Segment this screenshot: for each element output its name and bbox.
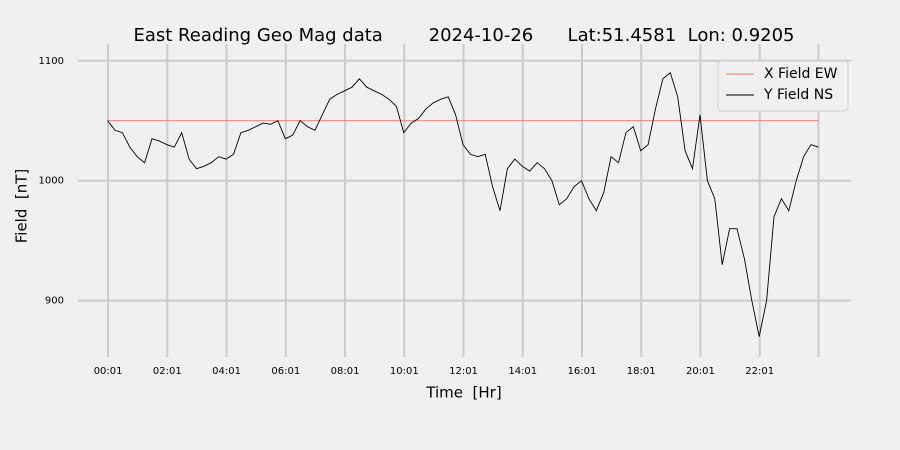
x-tick-label: 18:01 xyxy=(627,366,656,377)
chart-title: East Reading Geo Mag data 2024-10-26 Lat… xyxy=(133,25,794,46)
x-tick-label: 06:01 xyxy=(271,366,300,377)
y-tick-label: 900 xyxy=(45,296,64,307)
y-axis-label: Field [nT] xyxy=(13,169,31,244)
x-tick-label: 02:01 xyxy=(153,366,182,377)
x-tick-label: 22:01 xyxy=(745,366,774,377)
x-tick-label: 08:01 xyxy=(331,366,360,377)
legend-label: Y Field NS xyxy=(763,87,833,103)
x-tick-label: 12:01 xyxy=(449,366,478,377)
x-tick-label: 10:01 xyxy=(390,366,419,377)
x-tick-label: 16:01 xyxy=(568,366,597,377)
y-tick-label: 1100 xyxy=(39,56,64,67)
x-tick-label: 00:01 xyxy=(94,366,123,377)
y-tick-label: 1000 xyxy=(39,176,64,187)
legend: X Field EW Y Field NS xyxy=(717,60,849,112)
legend-label: X Field EW xyxy=(764,66,838,82)
x-tick-label: 20:01 xyxy=(686,366,715,377)
series-line xyxy=(107,72,819,337)
x-axis-label: Time [Hr] xyxy=(425,384,501,402)
x-tick-label: 14:01 xyxy=(508,366,537,377)
x-tick-label: 04:01 xyxy=(212,366,241,377)
